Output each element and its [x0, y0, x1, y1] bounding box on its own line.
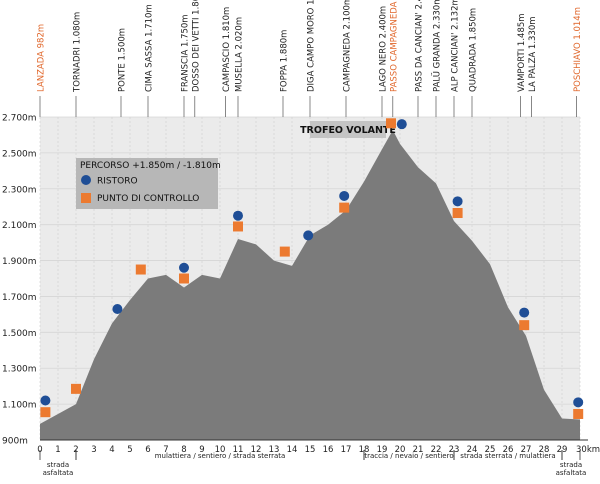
x-tick-label: 30km [576, 445, 600, 455]
x-tick-label: 28 [539, 445, 550, 455]
ristoro-marker [573, 397, 584, 408]
x-tick-label: 24 [467, 445, 478, 455]
y-tick-label: 2.500m [2, 149, 37, 159]
legend-controllo-text: PUNTO DI CONTROLLO [97, 194, 199, 204]
x-tick-label: 3 [91, 445, 96, 455]
legend-ristoro-marker [81, 175, 91, 185]
ristoro-marker [452, 196, 463, 207]
place-label: DIGA CAMPO MORO 1.970m [307, 0, 317, 92]
y-tick-label: 1.500m [2, 329, 37, 339]
controllo-marker [233, 221, 243, 232]
x-tick-label: 17 [341, 445, 352, 455]
x-tick-label: 26 [503, 445, 514, 455]
x-tick-label: 1 [55, 445, 60, 455]
place-label: PASS DA CANCIAN' 2.498m [415, 0, 425, 92]
x-tick-label: 11 [233, 445, 244, 455]
x-tick-label: 25 [485, 445, 496, 455]
place-label: FOPPA 1.880m [280, 30, 290, 92]
segment-label: traccia / nevaio / sentiero [364, 452, 453, 460]
ristoro-marker [339, 190, 350, 201]
controllo-marker [179, 273, 189, 284]
ristoro-marker [112, 304, 123, 315]
y-tick-label: 900m [2, 437, 28, 447]
place-label: MUSELLA 2.020m [235, 17, 245, 92]
legend-ristoro-text: RISTORO [97, 177, 138, 187]
place-label: PASSO CAMPAGNEDA 2.627m [389, 0, 399, 92]
controllo-marker [452, 208, 463, 219]
place-label: PALÜ GRANDA 2.330m [432, 0, 443, 92]
y-tick-label: 2.300m [2, 185, 37, 195]
x-tick-label: 20 [395, 445, 406, 455]
controllo-marker [40, 407, 51, 418]
place-label: CAMPAGNEDA 2.100m [343, 0, 353, 92]
place-label: TORNADRI 1.080m [73, 12, 83, 93]
x-tick-label: 4 [109, 445, 114, 455]
place-label: FRANSCIA 1.750m [181, 14, 191, 92]
ristoro-marker [233, 210, 243, 221]
x-tick-label: 15 [305, 445, 316, 455]
trofeo-box [310, 121, 386, 138]
y-tick-label: 1.900m [2, 257, 37, 267]
segment-label: strada sterrata / mulattiera [460, 452, 555, 460]
place-label: VAMPORTI 1.485m [517, 13, 527, 92]
y-tick-label: 1.100m [2, 401, 37, 411]
place-label: CAMPASCIO 1.810m [222, 7, 232, 92]
y-tick-label: 1.700m [2, 293, 37, 303]
x-tick-label: 9 [199, 445, 204, 455]
x-tick-label: 13 [269, 445, 280, 455]
ristoro-marker [179, 262, 189, 273]
y-tick-label: 2.700m [2, 114, 37, 124]
controllo-marker [135, 264, 146, 275]
ristoro-marker [303, 230, 314, 241]
x-tick-label: 8 [181, 445, 186, 455]
place-label: QUADRADA 1.850m [469, 8, 479, 92]
segment-label: asfaltata [556, 469, 587, 477]
trofeo-volante-label: TROFEO VOLANTE [300, 125, 396, 136]
legend-box [76, 158, 218, 209]
x-tick-label: 21 [413, 445, 424, 455]
controllo-marker [339, 202, 350, 213]
controllo-marker [71, 383, 81, 394]
controllo-marker [279, 246, 290, 257]
y-tick-label: 1.300m [2, 365, 37, 375]
place-label: LAGO NERO 2.400m [379, 6, 389, 92]
x-tick-label: 5 [127, 445, 132, 455]
x-tick-label: 12 [251, 445, 262, 455]
place-label: DOSSO DEI VETTI 1.800m [191, 0, 201, 92]
controllo-marker [573, 408, 584, 419]
place-label: CIMA SASSA 1.710m [145, 4, 155, 92]
controllo-marker [386, 118, 396, 129]
x-tick-label: 7 [163, 445, 168, 455]
place-label: PONTE 1.500m [118, 28, 128, 92]
segment-label: strada [47, 461, 69, 469]
x-tick-label: 27 [521, 445, 532, 455]
x-tick-label: 19 [377, 445, 388, 455]
controllo-marker [519, 320, 530, 331]
x-tick-label: 22 [431, 445, 442, 455]
legend-controllo-marker [81, 193, 91, 203]
segment-label: mulattiera / sentiero / strada sterrata [155, 452, 286, 460]
ristoro-marker [519, 307, 530, 318]
place-label: ALP CANCIAN' 2.132m [451, 0, 461, 92]
segment-label: strada [560, 461, 582, 469]
segment-label: asfaltata [43, 469, 74, 477]
x-tick-label: 6 [145, 445, 150, 455]
y-tick-label: 2.100m [2, 221, 37, 231]
x-tick-label: 16 [323, 445, 334, 455]
x-tick-label: 10 [215, 445, 226, 455]
place-label: LA PALZA 1.330m [528, 16, 538, 92]
x-tick-label: 14 [287, 445, 298, 455]
legend-percorso-text: PERCORSO +1.850m / -1.810m [80, 161, 221, 171]
ristoro-marker [40, 395, 51, 406]
place-label: LANZADA 982m [37, 24, 47, 92]
elevation-profile-area [40, 130, 580, 440]
ristoro-marker [396, 119, 407, 130]
place-label: POSCHIAVO 1.014m [573, 7, 583, 92]
